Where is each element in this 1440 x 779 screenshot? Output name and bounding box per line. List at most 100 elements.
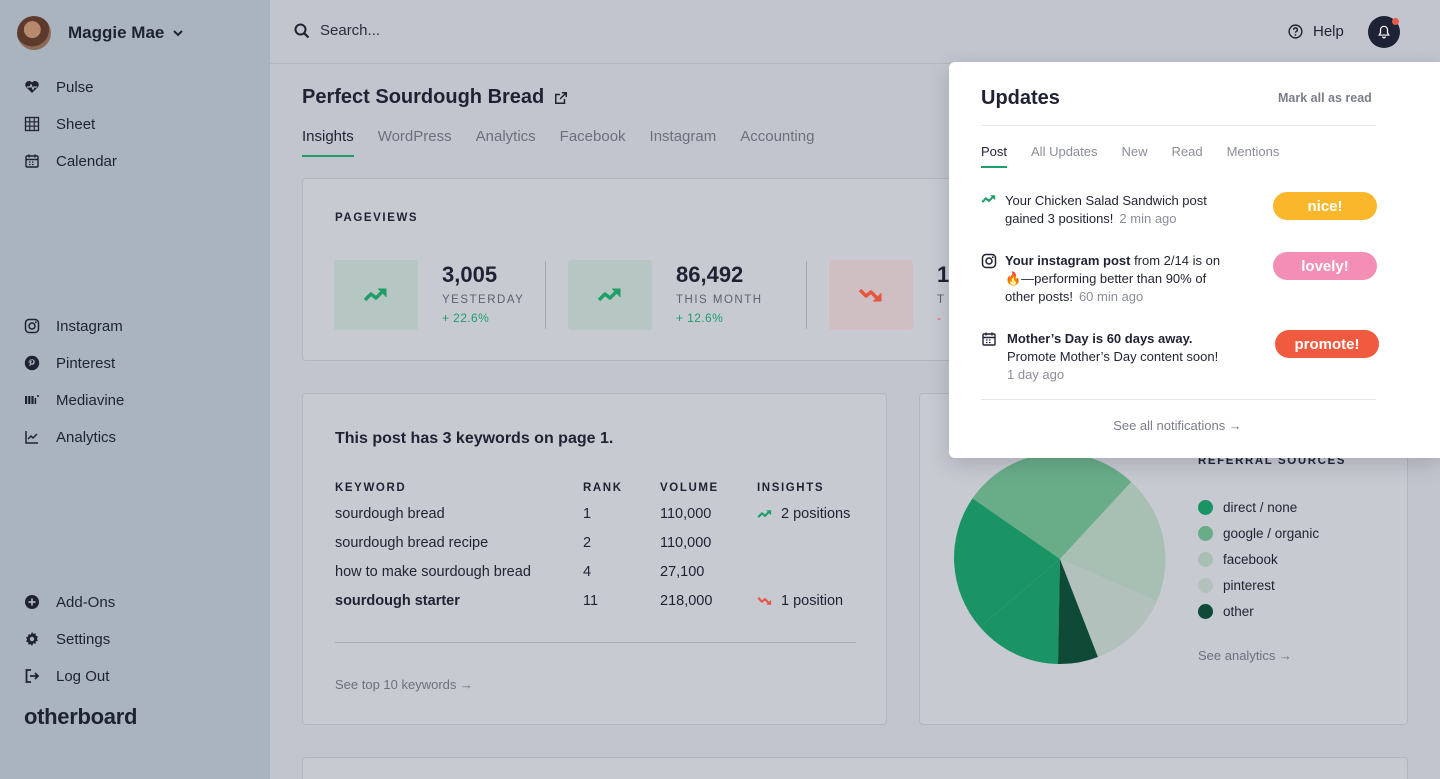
- notification-item[interactable]: Your instagram post from 2/14 is on 🔥—pe…: [981, 252, 1235, 306]
- notifications-button[interactable]: [1368, 16, 1400, 48]
- divider: [545, 261, 546, 329]
- volume-cell: 27,100: [660, 564, 705, 580]
- keyword-cell[interactable]: sourdough starter: [335, 593, 460, 609]
- next-card: [302, 757, 1408, 779]
- referral-pie-chart: [954, 453, 1166, 665]
- tab-facebook[interactable]: Facebook: [559, 128, 626, 145]
- chart-line-icon: [25, 431, 38, 444]
- keyword-cell[interactable]: how to make sourdough bread: [335, 564, 531, 580]
- pie-slice-direct[interactable]: [980, 559, 1060, 664]
- legend-item: pinterest: [1198, 578, 1275, 593]
- page-title: Perfect Sourdough Bread: [302, 86, 568, 109]
- instagram-icon: [981, 253, 997, 269]
- rank-cell: 11: [583, 593, 599, 609]
- legend-label: google / organic: [1223, 526, 1320, 541]
- avatar[interactable]: [17, 16, 51, 50]
- divider: [981, 399, 1376, 400]
- trend-up-icon: [981, 195, 996, 203]
- keyword-cell[interactable]: sourdough bread: [335, 506, 445, 522]
- insight-text: 1 position: [781, 593, 844, 609]
- stat-yesterday: 3,005 YESTERDAY + 22.6%: [334, 260, 524, 330]
- updates-tabs: Post All Updates New Read Mentions: [981, 144, 1279, 168]
- notification-bold: Your instagram post: [1005, 253, 1131, 268]
- referral-title: REFERRAL SOURCES: [1198, 455, 1347, 467]
- notification-time: 1 day ago: [1007, 367, 1065, 382]
- stat-change: + 22.6%: [442, 311, 490, 325]
- pie-slice-facebook-light[interactable]: [1060, 482, 1166, 601]
- legend-dot: [1198, 604, 1213, 619]
- keywords-title: This post has 3 keywords on page 1.: [335, 430, 614, 447]
- trend-down-icon: [858, 288, 882, 302]
- legend-label: direct / none: [1223, 500, 1298, 515]
- help-button[interactable]: Help: [1288, 23, 1344, 40]
- sidebar-item-label: Pulse: [56, 78, 94, 96]
- grid-icon: [24, 116, 40, 132]
- tab-instagram[interactable]: Instagram: [649, 128, 717, 145]
- updates-tab-new[interactable]: New: [1121, 144, 1148, 159]
- updates-title: Updates: [981, 87, 1060, 109]
- lovely-button[interactable]: lovely!: [1273, 252, 1377, 280]
- profile-menu[interactable]: Maggie Mae: [17, 16, 184, 50]
- sidebar-item-sheet[interactable]: Sheet: [24, 113, 95, 135]
- sidebar-item-instagram[interactable]: Instagram: [24, 315, 123, 337]
- sidebar-item-label: Log Out: [56, 667, 110, 685]
- stat-label: YESTERDAY: [442, 294, 525, 306]
- see-top-keywords-link[interactable]: See top 10 keywords →: [335, 677, 474, 692]
- pie-slice-pinterest[interactable]: [1060, 559, 1157, 657]
- search-icon: [294, 23, 310, 38]
- notification-item[interactable]: Your Chicken Salad Sandwich post gained …: [981, 192, 1235, 228]
- legend-label: pinterest: [1223, 578, 1275, 593]
- sidebar-item-label: Analytics: [56, 428, 117, 446]
- stat-change: -: [937, 311, 942, 325]
- sidebar-item-settings[interactable]: Settings: [24, 628, 110, 650]
- stat-value: 86,492: [676, 262, 744, 287]
- search-input[interactable]: [320, 22, 620, 39]
- column-header-rank: RANK: [583, 482, 623, 494]
- pageviews-title: PAGEVIEWS: [335, 212, 419, 224]
- search-bar[interactable]: [294, 22, 620, 39]
- sidebar-item-pulse[interactable]: Pulse: [24, 76, 94, 98]
- chevron-down-icon[interactable]: [172, 27, 184, 39]
- updates-tab-mentions[interactable]: Mentions: [1226, 144, 1280, 159]
- nice-button[interactable]: nice!: [1273, 192, 1377, 220]
- tab-insights[interactable]: Insights: [302, 128, 354, 157]
- help-icon: [1288, 24, 1303, 39]
- sidebar-item-add-ons[interactable]: Add-Ons: [24, 591, 115, 613]
- pie-slice-facebook[interactable]: [954, 498, 1060, 627]
- mark-all-read-button[interactable]: Mark all as read: [1278, 91, 1372, 105]
- sidebar-item-log-out[interactable]: Log Out: [24, 665, 109, 687]
- tab-accounting[interactable]: Accounting: [740, 128, 815, 145]
- updates-tab-post[interactable]: Post: [981, 144, 1008, 168]
- sidebar-item-mediavine[interactable]: Mediavine: [24, 389, 124, 411]
- sidebar-item-pinterest[interactable]: Pinterest: [24, 352, 115, 374]
- insight-cell: 2 positions: [757, 506, 850, 522]
- rank-cell: 4: [583, 564, 592, 580]
- see-all-notifications-link[interactable]: See all notifications →: [1113, 418, 1242, 433]
- pie-slice-google-organic[interactable]: [972, 453, 1132, 559]
- sidebar-item-analytics[interactable]: Analytics: [24, 426, 116, 448]
- plus-circle-icon: [25, 595, 39, 609]
- sidebar-item-label: Mediavine: [56, 391, 125, 409]
- updates-tab-all[interactable]: All Updates: [1031, 144, 1098, 159]
- promote-button[interactable]: promote!: [1275, 330, 1379, 358]
- stat-label: THIS MONTH: [676, 294, 763, 306]
- notification-text: Mother’s Day is 60 days away. Promote Mo…: [1007, 330, 1237, 384]
- tab-analytics[interactable]: Analytics: [475, 128, 536, 145]
- pie-slice-other[interactable]: [1058, 559, 1098, 665]
- notification-bold: Mother’s Day is 60 days away.: [1007, 331, 1193, 346]
- updates-tab-read[interactable]: Read: [1171, 144, 1203, 159]
- notification-message: Promote Mother’s Day content soon!: [1007, 349, 1219, 364]
- keyword-cell[interactable]: sourdough bread recipe: [335, 535, 489, 551]
- brand-logo[interactable]: otherboard: [24, 704, 138, 729]
- sidebar-item-label: Settings: [56, 630, 111, 648]
- rank-cell: 2: [583, 535, 592, 551]
- see-analytics-link[interactable]: See analytics →: [1198, 648, 1292, 663]
- tab-wordpress[interactable]: WordPress: [377, 128, 452, 145]
- external-link-icon[interactable]: [554, 91, 568, 105]
- legend-dot: [1198, 578, 1213, 593]
- trend-up-icon: [757, 510, 772, 518]
- insight-cell: 1 position: [757, 593, 843, 609]
- divider: [806, 261, 807, 329]
- sidebar-item-calendar[interactable]: Calendar: [24, 150, 117, 172]
- notification-item[interactable]: Mother’s Day is 60 days away. Promote Mo…: [981, 330, 1237, 384]
